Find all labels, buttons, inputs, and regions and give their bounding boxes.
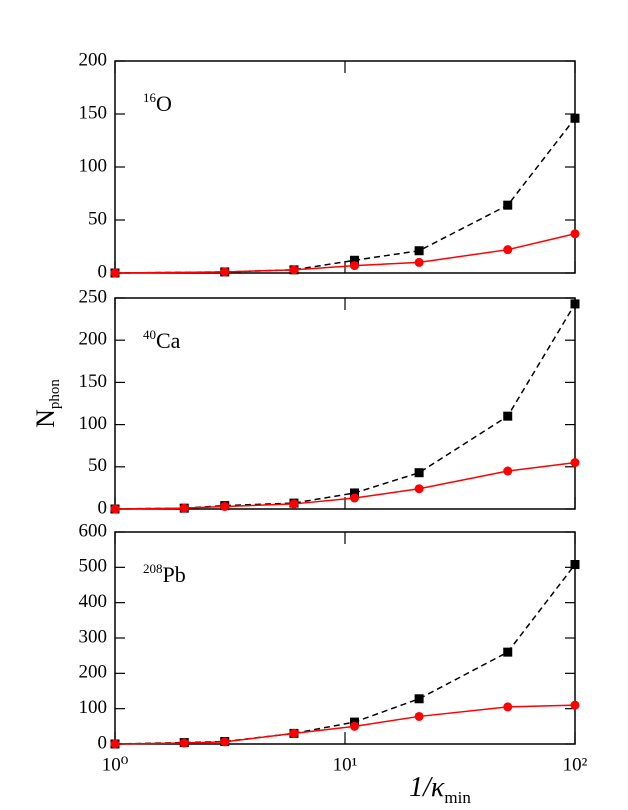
- point: [350, 721, 360, 731]
- x-label-main: 1/κ: [409, 772, 445, 803]
- point: [110, 504, 120, 514]
- point: [289, 265, 299, 275]
- point: [503, 466, 513, 476]
- x-tick-label: 10⁰: [102, 754, 129, 775]
- y-tick-label: 150: [79, 102, 108, 123]
- y-tick-label: 0: [98, 732, 108, 753]
- y-label-sub: phon: [47, 379, 63, 410]
- point: [570, 299, 580, 309]
- point: [414, 246, 424, 256]
- y-tick-label: 50: [88, 208, 107, 229]
- point: [220, 501, 230, 511]
- y-tick-label: 600: [79, 520, 108, 541]
- annotation-mass: 208: [143, 561, 163, 576]
- point: [414, 468, 424, 478]
- y-tick-label: 100: [79, 697, 108, 718]
- point: [414, 484, 424, 494]
- series-line: [114, 704, 576, 745]
- y-tick-label: 0: [98, 497, 108, 518]
- point: [503, 702, 513, 712]
- y-label-main: N: [31, 409, 60, 428]
- y-tick-label: 250: [79, 286, 108, 307]
- y-tick-label: 150: [79, 371, 108, 392]
- point: [503, 647, 513, 657]
- annotation-mass: 40: [143, 327, 156, 342]
- point: [503, 245, 513, 255]
- y-tick-label: 400: [79, 591, 108, 612]
- y-tick-label: 200: [79, 329, 108, 350]
- series-line: [114, 564, 576, 745]
- point: [503, 411, 513, 421]
- y-tick-label: 500: [79, 556, 108, 577]
- x-axis-label: 1/κmin: [409, 772, 471, 806]
- point: [350, 261, 360, 271]
- point: [350, 488, 360, 498]
- point: [110, 739, 120, 749]
- y-tick-label: 100: [79, 413, 108, 434]
- annotation-symbol: Pb: [163, 562, 186, 587]
- point: [220, 267, 230, 277]
- annotation: 40Ca: [143, 327, 181, 353]
- point: [570, 560, 580, 570]
- point: [570, 113, 580, 123]
- series-line: [114, 461, 576, 510]
- point: [220, 737, 230, 747]
- annotation-mass: 16: [143, 90, 157, 105]
- y-tick-label: 300: [79, 626, 108, 647]
- point: [289, 499, 299, 509]
- point: [503, 200, 513, 210]
- point: [179, 503, 189, 513]
- point: [350, 255, 360, 265]
- point: [179, 738, 189, 748]
- annotation: 16O: [143, 90, 172, 116]
- point: [570, 458, 580, 468]
- plot-frame: [114, 60, 576, 274]
- point: [110, 268, 120, 278]
- point: [414, 694, 424, 704]
- annotation-symbol: O: [156, 91, 172, 116]
- annotation-symbol: Ca: [156, 328, 181, 353]
- point: [289, 728, 299, 738]
- y-tick-label: 200: [79, 49, 108, 70]
- annotation: 208Pb: [143, 561, 186, 587]
- y-tick-label: 200: [79, 662, 108, 683]
- y-tick-label: 100: [79, 155, 108, 176]
- y-axis-label: Nphon: [31, 379, 63, 428]
- x-tick-label: 10²: [563, 754, 588, 775]
- plot-frame: [114, 297, 576, 510]
- x-label-sub: min: [444, 788, 471, 807]
- point: [414, 711, 424, 721]
- point: [414, 257, 424, 267]
- point: [570, 229, 580, 239]
- y-tick-label: 50: [88, 455, 107, 476]
- point: [350, 493, 360, 503]
- point: [570, 700, 580, 710]
- y-tick-label: 0: [98, 261, 108, 282]
- series-line: [114, 303, 576, 510]
- x-tick-label: 10¹: [333, 754, 358, 775]
